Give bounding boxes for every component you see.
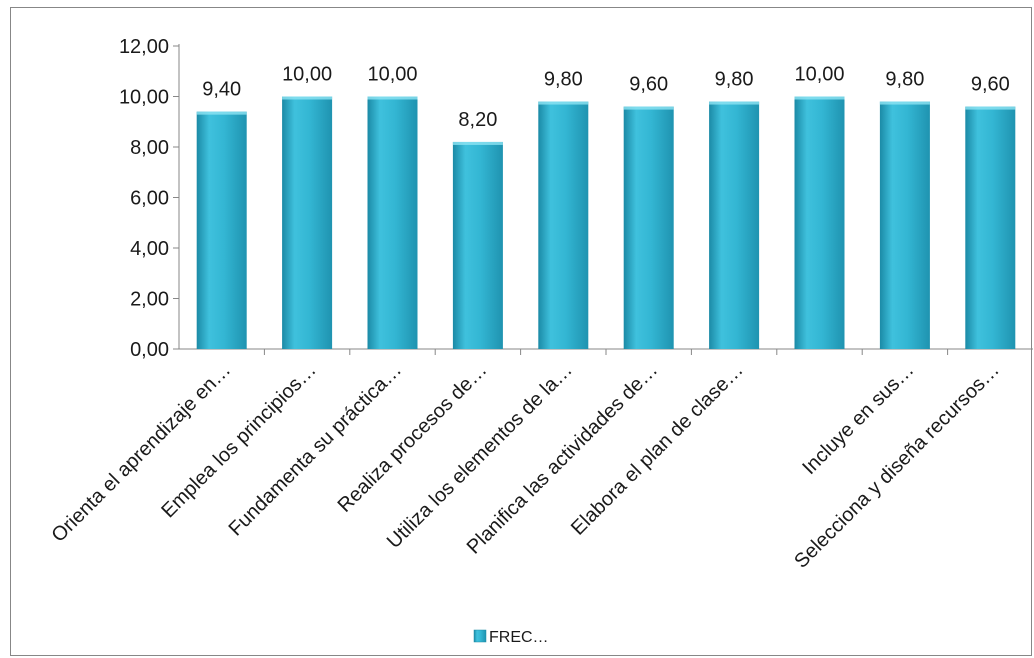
bars [196, 96, 1016, 350]
category-label: Realiza procesos de… [334, 359, 492, 517]
bar [794, 96, 845, 349]
y-tick-label: 6,00 [130, 188, 169, 210]
y-tick-label: 8,00 [130, 137, 169, 159]
y-tick-label: 12,00 [119, 36, 169, 58]
bar-top-highlight [965, 106, 1016, 110]
bar-body [538, 101, 589, 349]
bar-body [452, 141, 503, 349]
category-label: Orienta el aprendizaje en… [48, 359, 236, 547]
category-label: Fundamenta su práctica… [225, 359, 406, 540]
data-label: 9,80 [715, 69, 754, 91]
bar [282, 96, 333, 349]
bar [367, 96, 418, 349]
y-tick-label: 0,00 [130, 339, 169, 361]
category-label: Utiliza los elementos de la… [383, 359, 577, 553]
bar-top-highlight [367, 96, 418, 100]
bar-top-highlight [538, 101, 589, 105]
bar-top-highlight [282, 96, 333, 100]
legend-swatch [473, 629, 487, 643]
data-label: 8,20 [458, 109, 497, 131]
bar-body [623, 106, 674, 349]
chart-frame: 0,00 2,00 4,00 6,00 8,00 10,00 12,00 9,40 10,00… [10, 7, 1033, 656]
legend-label: FREC… [489, 629, 549, 646]
bar-body [196, 111, 247, 350]
data-label: 10,00 [282, 64, 332, 86]
bar-top-highlight [452, 141, 503, 145]
bar-top-highlight [196, 111, 247, 115]
data-label: 9,80 [885, 69, 924, 91]
bar-body [709, 101, 760, 349]
bar-top-highlight [709, 101, 760, 105]
bar-body [367, 96, 418, 349]
bar [879, 101, 930, 349]
y-tick-label: 4,00 [130, 238, 169, 260]
data-label: 9,60 [971, 74, 1010, 96]
bar-body [282, 96, 333, 349]
legend: FREC… [473, 629, 549, 646]
bar-top-highlight [623, 106, 674, 110]
category-label: Emplea los principios… [157, 359, 320, 522]
bar [709, 101, 760, 349]
data-label: 9,80 [544, 69, 583, 91]
bar [452, 141, 503, 349]
bar-body [794, 96, 845, 349]
category-label: Elabora el plan de clase… [567, 359, 748, 540]
bar [196, 111, 247, 350]
data-label: 9,40 [202, 79, 241, 101]
bar-top-highlight [879, 101, 930, 105]
bar [538, 101, 589, 349]
bar [623, 106, 674, 349]
bar-body [965, 106, 1016, 349]
bar [965, 106, 1016, 349]
bar-chart: 0,00 2,00 4,00 6,00 8,00 10,00 12,00 9,40 10,00… [48, 36, 1033, 646]
data-label: 10,00 [794, 64, 844, 86]
y-tick-label: 10,00 [119, 87, 169, 109]
bar-top-highlight [794, 96, 845, 100]
data-labels: 9,40 10,00 10,00 8,20 9,80 9,60 9,80 10,00 9,80 9… [202, 64, 1010, 131]
data-label: 9,60 [629, 74, 668, 96]
y-tick-label: 2,00 [130, 289, 169, 311]
data-label: 10,00 [367, 64, 417, 86]
bar-body [879, 101, 930, 349]
category-labels: Orienta el aprendizaje en…Emplea los pri… [48, 359, 1004, 573]
